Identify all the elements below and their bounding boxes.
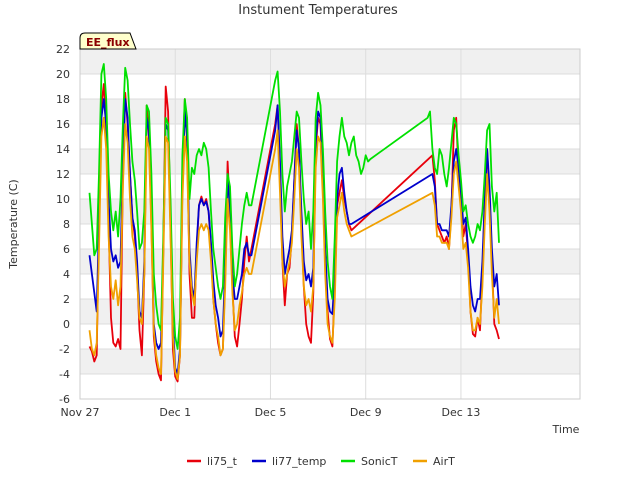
plot-band	[80, 374, 580, 399]
x-tick-label: Dec 9	[350, 406, 382, 419]
y-tick-label: 0	[63, 318, 70, 331]
site-badge: EE_flux	[79, 32, 137, 50]
y-axis-label: Temperature (C)	[7, 179, 20, 269]
plot-band	[80, 149, 580, 174]
plot-band	[80, 249, 580, 274]
plot-band	[80, 199, 580, 224]
site-badge-label: EE_flux	[86, 36, 130, 49]
y-tick-label: -6	[59, 393, 70, 406]
x-axis-ticks: Nov 27 Dec 1 Dec 5 Dec 9 Dec 13	[61, 406, 481, 419]
legend: li75_t li77_temp SonicT AirT	[187, 455, 455, 468]
y-tick-label: 12	[56, 168, 70, 181]
y-tick-label: -4	[59, 368, 70, 381]
chart-title: Instument Temperatures	[238, 3, 398, 18]
legend-label-airt: AirT	[433, 455, 455, 468]
x-tick-label: Dec 5	[255, 406, 287, 419]
y-tick-label: 10	[56, 193, 70, 206]
series-line-li75-t	[88, 83, 500, 383]
legend-label-sonict: SonicT	[361, 455, 398, 468]
y-tick-label: 2	[63, 293, 70, 306]
plot-band	[80, 224, 580, 249]
x-tick-label: Dec 1	[159, 406, 191, 419]
x-tick-label: Nov 27	[61, 406, 100, 419]
y-tick-label: 14	[56, 143, 70, 156]
legend-label-li77-temp: li77_temp	[272, 455, 326, 468]
plot-band	[80, 124, 580, 149]
series-line-sonict	[88, 63, 500, 350]
plot-band	[80, 99, 580, 124]
series-line-li77-temp	[88, 98, 500, 375]
y-tick-label: 16	[56, 118, 70, 131]
y-axis-ticks: -6 -4 -2 0 2 4 6 8 10 12 14 16 18 20 22	[56, 43, 70, 406]
x-tick-label: Dec 13	[442, 406, 481, 419]
plot-band	[80, 349, 580, 374]
y-tick-label: 4	[63, 268, 70, 281]
y-tick-label: 22	[56, 43, 70, 56]
plot-frame	[79, 48, 581, 400]
y-tick-label: 8	[63, 218, 70, 231]
plot-band	[80, 74, 580, 99]
y-tick-label: 18	[56, 93, 70, 106]
y-tick-label: -2	[59, 343, 70, 356]
y-tick-label: 6	[63, 243, 70, 256]
x-axis-label: Time	[552, 423, 580, 436]
plot-band	[80, 49, 580, 74]
series-line-airt	[88, 116, 500, 380]
legend-label-li75-t: li75_t	[207, 455, 238, 468]
plot-band	[80, 174, 580, 199]
series-lines	[88, 63, 500, 383]
y-tick-label: 20	[56, 68, 70, 81]
